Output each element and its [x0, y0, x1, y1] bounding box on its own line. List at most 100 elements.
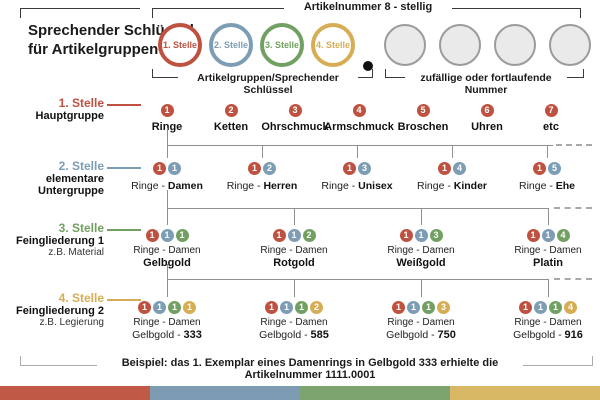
label-bold: Platin: [533, 257, 563, 269]
item-line1: Ringe - Damen: [387, 245, 455, 256]
connector-line: [548, 208, 549, 225]
example-bracket-left-line: [20, 365, 97, 366]
digit-badge: 1: [295, 300, 308, 314]
random-digit-circle-icon: [439, 24, 481, 66]
item-line1: Ringe - Damen: [387, 317, 455, 328]
hauptgruppe-label: etc: [543, 121, 559, 133]
digit-badge: 1: [160, 103, 174, 117]
item-line2: Weißgold: [371, 257, 471, 269]
label-prefix: Ringe -: [518, 180, 556, 192]
digit-badge: 2: [310, 300, 323, 314]
row4-dash-line: [107, 299, 141, 301]
random-digit-circle-icon: [549, 24, 591, 66]
item-line2: Platin: [498, 257, 598, 269]
group-bracket-label: Artikelgruppen/Sprechender Schlüssel: [197, 72, 339, 96]
connector-line: [167, 264, 168, 297]
stelle-1-circle-label: 1. Stelle: [162, 40, 198, 50]
digit-badge: 3: [358, 161, 371, 175]
example-bracket-right-line: [523, 365, 592, 366]
connector-line: [548, 279, 549, 297]
item-line2: Gelbgold - 750: [366, 329, 476, 341]
connector-line: [547, 145, 548, 158]
untergruppe-label: Ringe - Herren: [217, 180, 307, 192]
connector-line: [357, 145, 358, 158]
connector-line: [421, 279, 422, 297]
digit-badge: 6: [480, 103, 494, 117]
footer-segment-gold: [450, 386, 600, 400]
digit-badge: 7: [544, 103, 558, 117]
label-bold: 750: [437, 329, 456, 341]
digit-badge: 1: [153, 161, 166, 175]
row3-subtitle: Feingliederung 1: [15, 235, 104, 247]
item-line2: Gelbgold - 585: [239, 329, 349, 341]
row3-side-label: 3. Stelle Feingliederung 1 z.B. Material: [0, 222, 104, 259]
digit-badge: 1: [414, 228, 428, 242]
label-bold: Gelbgold: [143, 257, 191, 269]
row1-subtitle: Hauptgruppe: [35, 110, 104, 122]
hauptgruppe-item: 1 Ringe: [122, 100, 212, 133]
label-bold: 585: [310, 329, 329, 341]
random-digit-circle-icon: [494, 24, 536, 66]
hauptgruppe-item: 4 Armschmuck: [314, 100, 404, 133]
label-prefix: Gelbgold -: [132, 329, 184, 341]
group-bracket-left-corner: [152, 69, 153, 78]
artikelnummer-bracket-corner-right: [580, 8, 581, 18]
row2-stelle-label: 2. Stelle: [58, 159, 104, 173]
digit-badge: 2: [263, 161, 276, 175]
example-bracket-right-corner: [592, 356, 593, 366]
hauptgruppe-item: 7 etc: [506, 100, 596, 133]
group-bracket-right-corner: [372, 69, 373, 78]
digit-badge: 1: [526, 228, 540, 242]
item-line1: Ringe - Damen: [260, 245, 328, 256]
digit-badge: 1: [153, 300, 166, 314]
footer-segment-red: [0, 386, 150, 400]
hauptgruppe-label: Ringe: [151, 121, 183, 133]
connector-line: [262, 145, 263, 158]
digit-badge: 3: [437, 300, 450, 314]
connector-line: [167, 128, 168, 158]
stelle-2-circle-label: 2. Stelle: [213, 40, 249, 50]
label-prefix: Ringe -: [131, 180, 168, 192]
digit-badge: 1: [183, 300, 196, 314]
title-bracket-corner: [20, 8, 21, 18]
hauptgruppe-item: 2 Ketten: [186, 100, 276, 133]
random-digit-circle-icon: [384, 24, 426, 66]
label-bold: 916: [564, 329, 583, 341]
digit-badge: 4: [564, 300, 577, 314]
item-line1: Ringe - Damen: [514, 317, 582, 328]
digit-badge: 1: [168, 300, 181, 314]
label-bold: 333: [183, 329, 202, 341]
row2-subtitle2: Untergruppe: [38, 185, 104, 197]
row1-side-label: 1. Stelle Hauptgruppe: [0, 97, 104, 123]
stelle-2-circle-icon: 2. Stelle: [209, 23, 253, 67]
digit-badge: 1: [549, 300, 562, 314]
connector-line: [167, 279, 548, 280]
stelle-4-circle-label: 4. Stelle: [315, 40, 351, 50]
row4-subtitle2: z.B. Legierung: [39, 317, 105, 328]
label-prefix: Ringe -: [416, 180, 454, 192]
item-line2: Rotgold: [244, 257, 344, 269]
digit-badge: 5: [416, 103, 430, 117]
item-line2: Gelbgold - 333: [112, 329, 222, 341]
row4-side-label: 4. Stelle Feingliederung 2 z.B. Legierun…: [0, 292, 104, 329]
page-title-line2: für Artikelgruppen: [28, 41, 159, 58]
artikelnummer-label: Artikelnummer 8 - stellig: [303, 1, 433, 13]
title-bracket-line: [20, 8, 140, 9]
digit-badge: 1: [280, 300, 293, 314]
row2-dash-line: [107, 167, 141, 169]
digit-badge: 1: [533, 161, 546, 175]
